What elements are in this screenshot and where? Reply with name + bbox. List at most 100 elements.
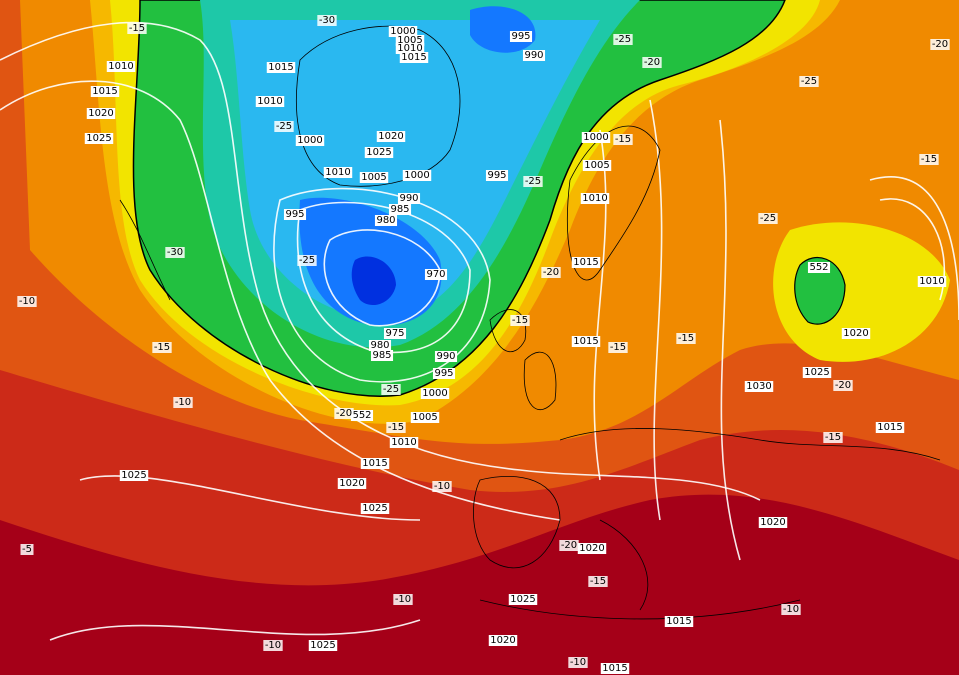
temperature-label-text: -15 [825,432,841,443]
isobar-label-text: 1020 [843,328,868,339]
isobar-label: 1000 [402,170,432,181]
isobar-label: 1005 [582,160,612,171]
isobar-label: 1010 [106,61,136,72]
isobar-label-text: 1030 [746,381,771,392]
isobar-label-text: 1005 [412,412,437,423]
isobar-label-text: 1020 [339,478,364,489]
isobar-label-text: 1020 [88,108,113,119]
label-box [488,635,518,646]
isobar-label-text: 990 [399,193,418,204]
label-box [20,544,34,555]
label-box [84,133,114,144]
isobar-label: 1015 [571,336,601,347]
temperature-label-text: -20 [835,380,851,391]
isobar-label: 1000 [295,135,325,146]
isobar-label-text: 990 [524,50,543,61]
isobar-label: 980 [374,215,398,226]
temperature-label-text: -25 [383,384,399,395]
label-box [386,422,406,433]
temperature-label: -15 [676,333,696,344]
temperature-label: -15 [608,342,628,353]
label-box [758,213,778,224]
isobar-label-text: 1020 [378,131,403,142]
temperature-label: -25 [297,255,317,266]
label-box [420,388,450,399]
temperature-label-text: -25 [760,213,776,224]
temperature-label: -20 [541,267,561,278]
isobar-label: 1025 [119,470,149,481]
isobar-label-text: 1010 [391,437,416,448]
isobar-label: 1010 [323,167,353,178]
label-box [930,39,950,50]
isobar-label: 1020 [337,478,367,489]
isobar-label: 1010 [917,276,947,287]
temperature-label: -10 [173,397,193,408]
isobar-label: 1015 [90,86,120,97]
label-box [523,176,543,187]
isobar-label: 1020 [577,543,607,554]
label-box [559,540,579,551]
label-box [833,380,853,391]
isobar-label-text: 1020 [490,635,515,646]
isobar-label: 1025 [84,133,114,144]
isobar-label: 1025 [308,640,338,651]
label-box [397,193,421,204]
thickness-label-text: 552 [809,262,828,273]
isobar-label: 995 [485,170,509,181]
label-box [522,50,546,61]
isobar-label-text: 985 [372,350,391,361]
temperature-label: -25 [799,76,819,87]
label-box [395,43,425,54]
isobar-label-text: 1000 [390,26,415,37]
temp-field [351,256,396,305]
label-box [317,15,337,26]
temp-field [794,256,846,325]
isobar-label: 1020 [86,108,116,119]
isobar-label: 985 [370,350,394,361]
isobar-label: 1000 [581,132,611,143]
label-box [283,209,307,220]
label-box [424,269,448,280]
label-box [90,86,120,97]
temperature-label-text: -15 [921,154,937,165]
label-box [360,458,390,469]
isobar-label: 980 [368,340,392,351]
label-box [568,657,588,668]
temperature-label-text: -25 [801,76,817,87]
isobar-label: 1030 [744,381,774,392]
temperature-label: -30 [165,247,185,258]
temperature-label-text: -15 [129,23,145,34]
temperature-label-text: -15 [590,576,606,587]
temperature-label-text: -10 [175,397,191,408]
isobar-label: 1015 [875,422,905,433]
isobar-label-text: 1000 [297,135,322,146]
isobar-label: 1010 [395,43,425,54]
label-box [255,96,285,107]
label-box [389,437,419,448]
isobar-label-text: 1015 [573,336,598,347]
label-box [106,61,136,72]
temperature-label: -10 [17,296,37,307]
temperature-label-text: -30 [167,247,183,258]
temperature-label: -15 [588,576,608,587]
isobar-label-text: 1010 [325,167,350,178]
label-box [664,616,694,627]
label-box [350,410,374,421]
isobar-label-text: 985 [390,204,409,215]
temperature-label-text: -10 [395,594,411,605]
temperature-label: -30 [317,15,337,26]
isobar-label: 1015 [600,663,630,674]
isobar-label: 990 [434,351,458,362]
temperature-label-text: -10 [434,481,450,492]
isobar-label-text: 980 [376,215,395,226]
temperature-label-text: -15 [610,342,626,353]
isobar-label: 995 [432,368,456,379]
isobar-label: 990 [397,193,421,204]
temperature-label: -20 [930,39,950,50]
temperature-label: -25 [523,176,543,187]
label-box [359,172,389,183]
label-box [410,412,440,423]
isobar-label-text: 1005 [584,160,609,171]
isobar-label-text: 1015 [877,422,902,433]
temperature-label: -15 [510,315,530,326]
